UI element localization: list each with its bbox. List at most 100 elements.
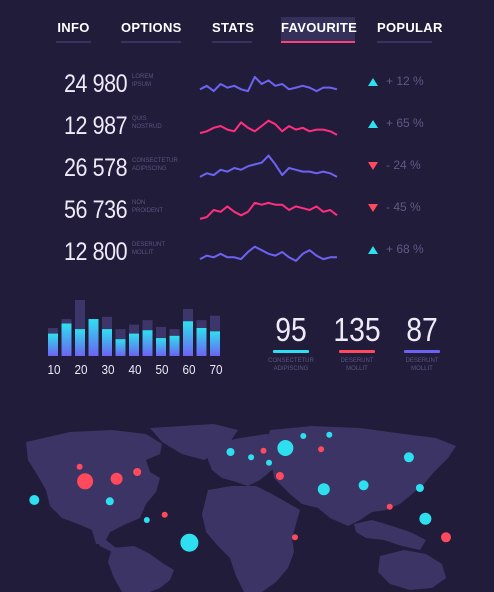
map-point <box>266 459 272 466</box>
stat-change: - 24 % <box>386 158 421 172</box>
sparkline <box>199 75 338 93</box>
kpi-block: 95 CONSECTETUR ADIPISCING <box>256 312 326 373</box>
stat-caption: CONSECTETUR ADIPISCING <box>132 157 192 173</box>
map-point <box>403 452 414 463</box>
map-point <box>318 446 325 453</box>
trend-arrow-icon <box>368 204 378 212</box>
map-point <box>415 484 424 492</box>
kpi-block: 87 DESERUNT MOLLIT <box>387 312 457 373</box>
map-land <box>26 424 456 592</box>
sparkline <box>199 245 337 262</box>
map-north-america <box>26 430 162 544</box>
bar-tick-label: 50 <box>155 362 169 377</box>
bar-tick-label: 10 <box>47 362 61 377</box>
kpi-caption-line: ADIPISCING <box>273 366 309 372</box>
kpi-caption: CONSECTETUR ADIPISCING <box>256 357 326 373</box>
stat-caption-line: ADIPISCING <box>132 166 167 172</box>
arrow-up-icon <box>368 78 378 86</box>
map-point <box>326 431 333 438</box>
stat-change: + 12 % <box>386 74 424 88</box>
sparkline <box>199 119 338 136</box>
bar-tick-label: 30 <box>101 362 115 377</box>
map-point <box>358 480 369 491</box>
world-map <box>26 424 456 592</box>
arrow-down-icon <box>368 204 378 212</box>
tab-popular[interactable]: POPULAR <box>377 17 442 43</box>
kpi-caption-line: DESERUNT <box>340 358 374 364</box>
stat-caption: QUIS NOSTRUD <box>132 115 192 131</box>
stat-caption-line: DESERUNT <box>132 242 166 248</box>
map-point <box>277 440 294 456</box>
tab-bar: INFO OPTIONS STATS FAVOURITE POPULAR <box>0 0 494 50</box>
stat-caption: NON PROIDENT <box>132 199 192 215</box>
tab-info[interactable]: INFO <box>56 17 91 43</box>
bar <box>156 338 166 356</box>
stat-value: 56 736 <box>64 196 128 224</box>
bar-tick-label: 60 <box>182 362 196 377</box>
kpi-underline <box>404 350 440 353</box>
stat-value: 12 800 <box>64 238 128 266</box>
stat-caption-line: CONSECTETUR <box>132 158 178 164</box>
stat-change: - 45 % <box>386 200 421 214</box>
bar <box>169 335 180 356</box>
tab-options[interactable]: OPTIONS <box>121 17 181 43</box>
map-point <box>226 448 235 456</box>
stat-row: 12 800 DESERUNT MOLLIT + 68 % <box>0 232 494 272</box>
arrow-down-icon <box>368 162 378 170</box>
trend-arrow-icon <box>368 162 378 170</box>
stat-caption-line: LOREM <box>132 74 154 80</box>
tab-favourite[interactable]: FAVOURITE <box>281 17 357 43</box>
map-point <box>161 511 168 518</box>
map-point <box>143 517 150 523</box>
map-point <box>260 447 267 454</box>
stat-value: 24 980 <box>64 70 128 98</box>
sparkline <box>199 154 338 178</box>
bar <box>183 321 193 356</box>
sparkline-chart <box>199 119 338 136</box>
stat-caption-line: NOSTRUD <box>132 124 162 130</box>
sparkline <box>199 201 338 220</box>
sparkline-chart <box>199 201 338 220</box>
kpi-caption: DESERUNT MOLLIT <box>387 357 457 373</box>
map-point <box>133 468 142 476</box>
stat-change: + 65 % <box>386 116 424 130</box>
trend-arrow-icon <box>368 246 378 254</box>
kpi-value: 135 <box>333 311 381 348</box>
bar-chart <box>48 300 220 356</box>
map-point <box>386 503 393 510</box>
map-point <box>110 472 123 485</box>
map-point <box>29 495 40 505</box>
bar <box>75 329 85 356</box>
trend-arrow-icon <box>368 120 378 128</box>
kpi-caption-line: MOLLIT <box>411 366 433 372</box>
map-point <box>248 454 255 461</box>
sparkline-chart <box>199 75 338 93</box>
map-point <box>292 534 298 541</box>
stat-value: 12 987 <box>64 112 128 140</box>
map-australia <box>378 550 446 590</box>
kpi-underline <box>339 350 375 353</box>
stat-row: 24 980 LOREM IPSUM + 12 % <box>0 64 494 104</box>
sparkline-chart <box>199 245 337 262</box>
kpi-caption-line: MOLLIT <box>346 366 368 372</box>
kpi-caption: DESERUNT MOLLIT <box>322 357 392 373</box>
bar-tick-label: 40 <box>128 362 142 377</box>
arrow-up-icon <box>368 120 378 128</box>
kpi-underline <box>273 350 309 353</box>
bar <box>142 330 153 356</box>
bar <box>129 333 139 356</box>
stat-caption: LOREM IPSUM <box>132 73 192 89</box>
stat-caption-line: PROIDENT <box>132 208 164 214</box>
stat-row: 26 578 CONSECTETUR ADIPISCING - 24 % <box>0 148 494 188</box>
map-south-america <box>108 546 174 592</box>
tab-stats[interactable]: STATS <box>212 17 254 43</box>
map-point <box>317 483 330 496</box>
bar <box>88 319 99 356</box>
map-point <box>275 472 284 480</box>
kpi-caption-line: CONSECTETUR <box>268 358 314 364</box>
arrow-up-icon <box>368 246 378 254</box>
kpi-caption-line: DESERUNT <box>405 358 439 364</box>
kpi-block: 135 DESERUNT MOLLIT <box>322 312 392 373</box>
map-africa <box>202 486 300 592</box>
map-point <box>419 512 432 525</box>
